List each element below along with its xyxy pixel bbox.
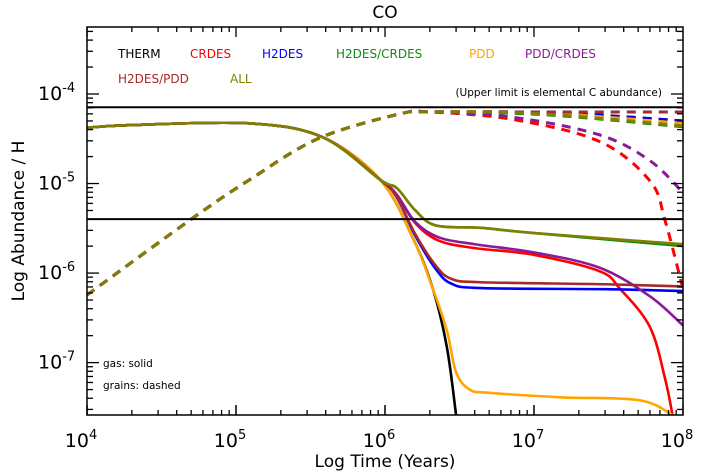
- x-axis-label: Log Time (Years): [315, 452, 456, 472]
- y-axis-label: Log Abundance / H: [9, 141, 29, 302]
- gas-line-all: [87, 121, 683, 246]
- legend-item-pdd-crdes: PDD/CRDES: [525, 47, 596, 61]
- x-tick-label: 104: [65, 428, 97, 452]
- gas-line-crdes: [87, 121, 674, 415]
- grains-style-note: grains: dashed: [103, 380, 181, 392]
- legend-item-crdes: CRDES: [190, 47, 231, 61]
- gas-style-note: gas: solid: [103, 358, 153, 370]
- y-tick-label: 10-7: [38, 350, 75, 374]
- reference-lines: [87, 106, 683, 221]
- gas-line-pdd-crdes: [87, 121, 683, 327]
- x-tick-label: 106: [363, 428, 395, 452]
- legend-item-therm: THERM: [117, 47, 161, 61]
- legend-item-h2des-crdes: H2DES/CRDES: [336, 47, 422, 61]
- plot-curves: [87, 109, 683, 415]
- y-tick-label: 10-6: [38, 260, 75, 284]
- legend-item-all: ALL: [230, 72, 252, 86]
- gas-line-h2des-pdd: [87, 121, 683, 288]
- legend-item-h2des-pdd: H2DES/PDD: [118, 72, 189, 86]
- chart-title: CO: [372, 3, 397, 23]
- x-tick-label: 108: [661, 428, 693, 452]
- axis-ticks: 104 105 106 107 108 10-7 10-6 10-5 10-4: [38, 27, 693, 452]
- legend-item-h2des: H2DES: [262, 47, 303, 61]
- gas-line-pdd: [87, 121, 674, 415]
- grains-line-crdes: [87, 109, 683, 297]
- x-tick-label: 105: [214, 428, 246, 452]
- grains-line-all: [87, 109, 683, 297]
- x-tick-label: 107: [512, 428, 544, 452]
- legend-item-pdd: PDD: [469, 47, 495, 61]
- upper-limit-note: (Upper limit is elemental C abundance): [455, 87, 662, 99]
- y-tick-label: 10-4: [38, 81, 75, 105]
- y-tick-label: 10-5: [38, 171, 75, 195]
- legend: THERM CRDES H2DES H2DES/CRDES PDD PDD/CRDES H2…: [117, 47, 596, 86]
